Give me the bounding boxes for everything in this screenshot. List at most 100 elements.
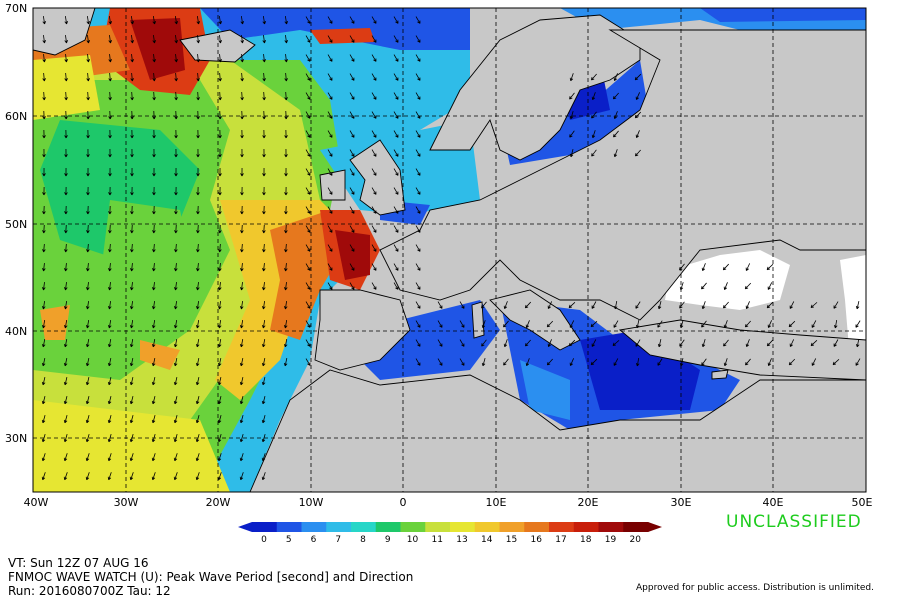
direction-arrow (503, 301, 508, 310)
direction-arrow (766, 301, 774, 309)
lon-label: 40W (24, 496, 49, 509)
colorbar-swatch (450, 522, 476, 532)
direction-arrow (86, 281, 90, 291)
longitude-labels: 40W 30W 20W 10W 0 10E 20E 30E 40E 50E (24, 496, 873, 509)
direction-arrow (86, 167, 90, 177)
direction-arrow (349, 282, 355, 290)
direction-arrow (262, 72, 266, 82)
direction-arrow (196, 224, 200, 234)
direction-arrow (371, 282, 377, 290)
colorbar-tick-label: 7 (335, 535, 341, 545)
colorbar-tick-label: 14 (481, 535, 493, 545)
direction-arrow (371, 149, 377, 157)
direction-arrow (86, 15, 91, 25)
direction-arrow (371, 111, 377, 119)
direction-arrow (41, 396, 46, 405)
direction-arrow (701, 263, 706, 272)
direction-arrow (218, 91, 222, 101)
direction-arrow (415, 16, 421, 24)
direction-arrow (152, 34, 156, 44)
direction-arrow (723, 358, 728, 367)
direction-arrow (240, 129, 244, 139)
direction-arrow (173, 377, 178, 386)
direction-arrow (86, 224, 90, 234)
direction-arrow (129, 300, 134, 310)
colorbar-tick-label: 8 (360, 535, 366, 545)
direction-arrow (305, 206, 311, 214)
direction-arrow (174, 91, 178, 101)
direction-arrow (217, 453, 222, 462)
direction-arrow (64, 205, 68, 215)
direction-arrow (173, 396, 178, 405)
direction-arrow (64, 91, 68, 101)
direction-arrow (284, 110, 288, 120)
direction-arrow (218, 110, 222, 120)
direction-arrow (591, 339, 597, 347)
direction-arrow (327, 73, 333, 81)
direction-arrow (613, 320, 619, 328)
direction-arrow (327, 35, 333, 43)
direction-arrow (393, 73, 399, 81)
direction-arrow (415, 73, 421, 81)
direction-arrow (547, 301, 553, 309)
direction-arrow (240, 148, 244, 158)
colorbar-swatch (351, 522, 377, 532)
direction-arrow (108, 72, 112, 82)
direction-arrow (42, 224, 46, 234)
direction-arrow (85, 453, 90, 462)
direction-arrow (217, 338, 222, 348)
direction-arrow (481, 358, 486, 367)
direction-arrow (262, 243, 266, 253)
direction-arrow (305, 339, 311, 347)
direction-arrow (63, 338, 68, 348)
direction-arrow (130, 167, 134, 177)
direction-arrow (547, 339, 552, 347)
direction-arrow (503, 320, 509, 328)
direction-arrow (855, 301, 860, 310)
direction-arrow (108, 205, 112, 215)
direction-arrow (481, 339, 487, 347)
direction-arrow (108, 186, 112, 196)
direction-arrow (371, 206, 377, 214)
direction-arrow (437, 301, 443, 309)
direction-arrow (657, 301, 662, 310)
direction-arrow (262, 91, 266, 101)
direction-arrow (524, 301, 532, 309)
direction-arrow (415, 149, 421, 157)
direction-arrow (218, 167, 222, 177)
direction-arrow (196, 53, 200, 63)
direction-arrow (107, 472, 112, 481)
direction-arrow (174, 53, 178, 63)
graticule (33, 8, 866, 492)
direction-arrow (766, 339, 774, 347)
direction-arrow (129, 396, 134, 405)
direction-arrow (63, 319, 68, 329)
direction-arrow (42, 129, 46, 139)
direction-arrow (63, 396, 68, 405)
direction-arrow (42, 91, 46, 101)
direction-arrow (415, 244, 421, 252)
direction-arrow (327, 282, 333, 290)
colorbar-swatch (252, 522, 278, 532)
direction-arrow (284, 34, 288, 44)
direction-arrow (679, 358, 684, 367)
direction-arrow (744, 282, 752, 290)
direction-arrow (64, 224, 68, 234)
colorbar-tick-label: 11 (432, 535, 443, 545)
direction-arrow (86, 262, 90, 272)
colorbar-tick-label: 15 (506, 535, 517, 545)
direction-arrow (108, 281, 112, 291)
direction-arrow (327, 225, 333, 233)
direction-arrow (591, 149, 597, 157)
direction-arrow (305, 187, 311, 195)
direction-arrow (196, 72, 200, 82)
direction-arrow (305, 149, 311, 157)
direction-arrow (64, 72, 68, 82)
direction-arrow (810, 339, 818, 347)
direction-arrow (218, 186, 222, 196)
colorbar-tick-label: 18 (580, 535, 592, 545)
colorbar-swatch (400, 522, 426, 532)
direction-arrow (568, 339, 576, 347)
direction-arrow (86, 34, 90, 44)
direction-arrow (568, 301, 576, 309)
